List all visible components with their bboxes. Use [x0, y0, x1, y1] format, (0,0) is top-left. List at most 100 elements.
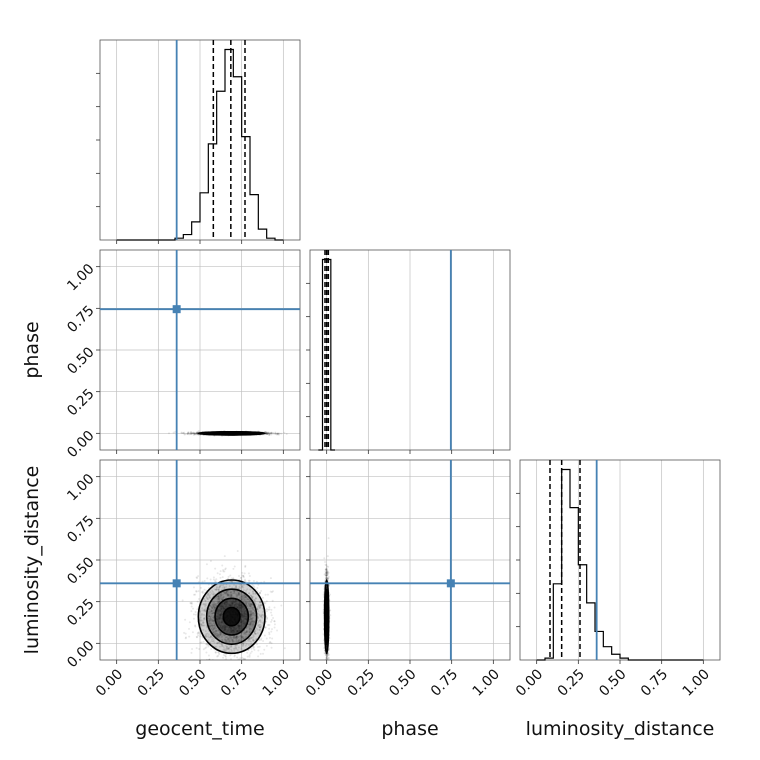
scatter-point — [222, 570, 225, 573]
scatter-point — [235, 595, 238, 598]
scatter-point — [255, 597, 258, 600]
scatter-point — [225, 639, 228, 642]
scatter-point — [212, 626, 215, 629]
scatter-point — [199, 586, 202, 589]
scatter-point — [194, 432, 197, 435]
scatter-point — [214, 602, 217, 605]
scatter-point — [221, 605, 224, 608]
scatter-point — [248, 624, 251, 627]
scatter-point — [259, 623, 262, 626]
scatter-point — [242, 632, 245, 635]
scatter-point — [249, 613, 252, 616]
scatter-point — [248, 623, 251, 626]
scatter-point — [238, 609, 241, 612]
scatter-point — [251, 624, 254, 627]
scatter-point — [205, 595, 208, 598]
scatter-point — [223, 570, 226, 573]
scatter-point — [265, 432, 268, 435]
scatter-point — [236, 593, 239, 596]
scatter-point — [274, 431, 277, 434]
scatter-point — [204, 630, 207, 633]
scatter-point — [225, 602, 228, 605]
scatter-point — [212, 627, 215, 630]
scatter-point — [208, 611, 211, 614]
scatter-point — [326, 653, 329, 656]
scatter-point — [204, 599, 207, 602]
scatter-point — [233, 590, 236, 593]
scatter-point — [209, 560, 212, 563]
scatter-point — [224, 568, 227, 571]
scatter-point — [208, 615, 211, 618]
scatter-point — [249, 622, 252, 625]
scatter-point — [217, 636, 220, 639]
scatter-point — [230, 627, 233, 630]
scatter-point — [245, 596, 248, 599]
scatter-point — [232, 632, 235, 635]
scatter-point — [244, 622, 247, 625]
scatter-point — [232, 629, 235, 632]
scatter-point — [222, 607, 225, 610]
scatter-point — [219, 614, 222, 617]
scatter-point — [240, 621, 243, 624]
scatter-point — [252, 584, 255, 587]
scatter-point — [236, 549, 239, 552]
scatter-point — [211, 606, 214, 609]
scatter-point — [245, 631, 248, 634]
scatter-point — [217, 595, 220, 598]
scatter-point — [225, 601, 228, 604]
scatter-point — [225, 636, 228, 639]
scatter-point — [258, 625, 261, 628]
scatter-point — [253, 622, 256, 625]
scatter-point — [278, 432, 281, 435]
scatter-point — [223, 592, 226, 595]
scatter-point — [225, 592, 228, 595]
scatter-point — [233, 647, 236, 650]
scatter-point — [228, 646, 231, 649]
scatter-point — [220, 632, 223, 635]
scatter-point — [195, 432, 198, 435]
scatter-point — [203, 609, 206, 612]
scatter-point — [240, 608, 243, 611]
scatter-point — [188, 433, 191, 436]
scatter-point — [251, 623, 254, 626]
scatter-point — [223, 624, 226, 627]
scatter-point — [218, 586, 221, 589]
scatter-point — [197, 590, 200, 593]
scatter-point — [223, 590, 226, 593]
scatter-point — [217, 616, 220, 619]
scatter-point — [189, 601, 192, 604]
scatter-point — [213, 606, 216, 609]
scatter-point — [235, 636, 238, 639]
scatter-point — [236, 637, 239, 640]
scatter-point — [229, 632, 232, 635]
scatter-point — [261, 621, 264, 624]
scatter-point — [229, 627, 232, 630]
scatter-point — [229, 629, 232, 632]
scatter-point — [193, 432, 196, 435]
scatter-point — [233, 628, 236, 631]
scatter-point — [218, 605, 221, 608]
scatter-point — [249, 616, 252, 619]
scatter-point — [238, 608, 241, 611]
scatter-point — [240, 603, 243, 606]
scatter-point — [215, 618, 218, 621]
scatter-point — [231, 638, 234, 641]
scatter-point — [224, 605, 227, 608]
scatter-point — [223, 629, 226, 632]
scatter-point — [218, 585, 221, 588]
scatter-point — [236, 629, 239, 632]
scatter-point — [207, 612, 210, 615]
scatter-point — [270, 642, 273, 645]
scatter-point — [237, 626, 240, 629]
scatter-point — [254, 597, 257, 600]
scatter-point — [250, 602, 253, 605]
scatter-point — [241, 615, 244, 618]
scatter-point — [240, 615, 243, 618]
scatter-point — [244, 657, 247, 660]
scatter-point — [234, 636, 237, 639]
scatter-point — [249, 620, 252, 623]
scatter-point — [241, 585, 244, 588]
scatter-point — [217, 612, 220, 615]
scatter-point — [238, 607, 241, 610]
scatter-point — [248, 630, 251, 633]
